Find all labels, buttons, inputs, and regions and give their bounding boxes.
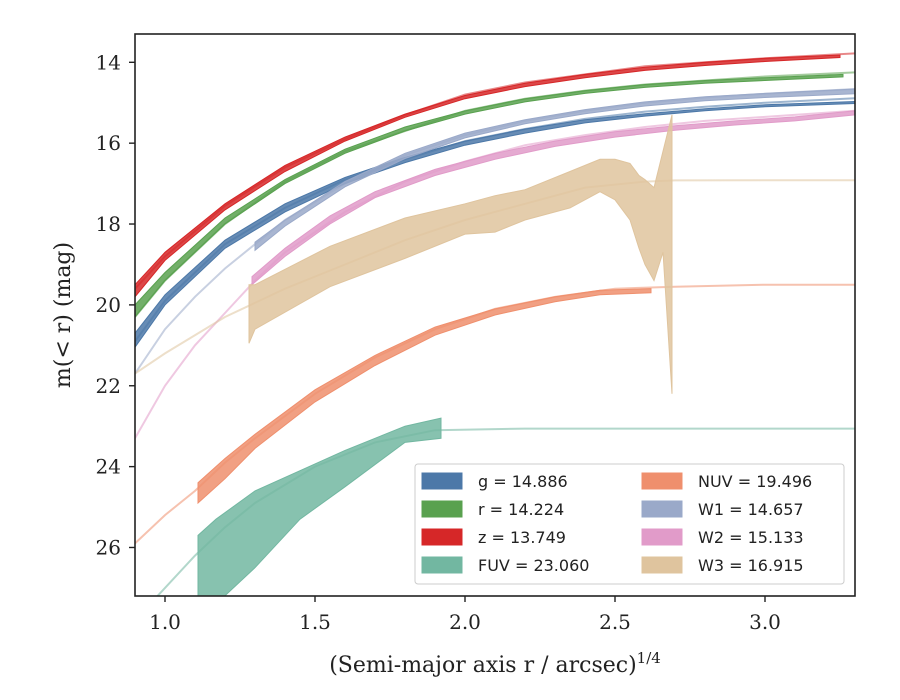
band-r — [135, 73, 844, 318]
x-tick-label: 2.0 — [449, 610, 481, 634]
legend-swatch-g — [421, 472, 463, 490]
legend-swatch-r — [421, 500, 463, 518]
band-w2 — [251, 110, 855, 286]
x-tick-label: 3.0 — [749, 610, 781, 634]
legend-label-z: z = 13.749 — [478, 528, 566, 547]
x-axis-label: (Semi-major axis r / arcsec)1/4 — [329, 649, 661, 678]
band-nuv — [197, 288, 652, 505]
legend-swatch-w3 — [641, 556, 683, 574]
x-tick-label: 2.5 — [599, 610, 631, 634]
legend-swatch-w1 — [641, 500, 683, 518]
x-tick-label: 1.5 — [299, 610, 331, 634]
y-tick-label: 16 — [96, 131, 121, 155]
legend-label-w1: W1 = 14.657 — [698, 500, 804, 519]
faint-curve-w2 — [135, 109, 855, 439]
y-tick-label: 20 — [96, 293, 121, 317]
legend-label-nuv: NUV = 19.496 — [698, 472, 812, 491]
y-tick-label: 14 — [96, 50, 121, 74]
y-tick-label: 26 — [96, 535, 121, 559]
legend: g = 14.886 r = 14.224 z = 13.749 FUV = 23.0… — [414, 463, 845, 585]
legend-label-fuv: FUV = 23.060 — [478, 556, 589, 575]
legend-frame — [414, 463, 845, 585]
y-tick-label: 18 — [96, 212, 121, 236]
y-axis-label: m(< r) (mag) — [51, 242, 76, 388]
x-axis-label-sup: 1/4 — [637, 649, 661, 667]
legend-label-r: r = 14.224 — [478, 500, 564, 519]
legend-swatch-z — [421, 528, 463, 546]
profile-bands — [135, 54, 855, 596]
legend-swatch-fuv — [421, 556, 463, 574]
legend-label-g: g = 14.886 — [478, 472, 568, 491]
y-tick-label: 22 — [96, 374, 121, 398]
x-axis: 1.0 1.5 2.0 2.5 3.0 — [149, 596, 781, 634]
band-z — [135, 54, 841, 298]
legend-swatch-nuv — [641, 472, 683, 490]
band-fuv — [197, 417, 442, 596]
legend-label-w3: W3 = 16.915 — [698, 556, 804, 575]
legend-label-w2: W2 = 15.133 — [698, 528, 804, 547]
band-g — [135, 100, 855, 349]
plot-frame — [134, 33, 856, 597]
band-w3 — [248, 114, 673, 394]
legend-swatch-w2 — [641, 528, 683, 546]
y-axis: 14 16 18 20 22 24 26 — [96, 50, 135, 559]
band-w1 — [254, 88, 855, 252]
x-axis-label-main: (Semi-major axis r / arcsec) — [329, 653, 636, 678]
y-tick-label: 24 — [96, 455, 121, 479]
x-tick-label: 1.0 — [149, 610, 181, 634]
